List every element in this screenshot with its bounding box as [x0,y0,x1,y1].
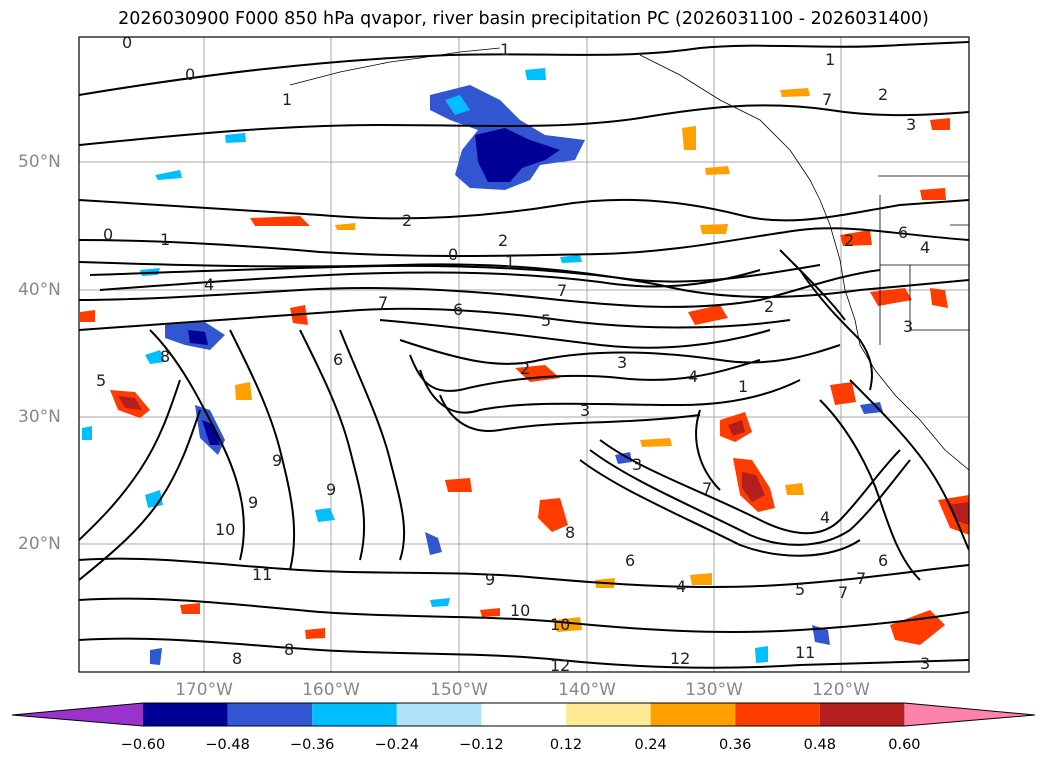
colorbar-tick: −0.60 [120,737,166,753]
svg-text:1: 1 [825,50,835,69]
colorbar-tick: −0.24 [374,737,420,753]
colorbar-segment [396,703,482,726]
svg-text:11: 11 [252,565,272,584]
svg-text:2: 2 [520,359,530,378]
svg-text:1: 1 [500,40,510,59]
svg-text:12: 12 [550,656,570,675]
svg-text:9: 9 [272,451,282,470]
svg-text:2: 2 [764,297,774,316]
svg-text:10: 10 [550,615,570,634]
svg-text:3: 3 [632,455,642,474]
lon-label-130w: 130°W [685,680,743,700]
svg-text:0: 0 [185,65,195,84]
lat-label-30n: 30°N [18,407,61,427]
svg-text:1: 1 [738,377,748,396]
svg-text:4: 4 [820,508,830,527]
svg-text:7: 7 [702,479,712,498]
svg-text:12: 12 [670,649,690,668]
colorbar-tick: 0.48 [803,737,836,753]
colorbar-segment [312,703,397,726]
colorbar-segment [819,703,905,726]
colorbar-extend-low [12,703,143,726]
svg-text:7: 7 [822,90,832,109]
colorbar-tick: 0.12 [549,737,583,753]
map-frame [78,36,970,673]
colorbar-segment [227,703,313,726]
svg-text:3: 3 [906,115,916,134]
lat-label-40n: 40°N [18,280,61,300]
svg-text:10: 10 [510,601,530,620]
colorbar-tick: −0.48 [205,737,250,753]
svg-text:3: 3 [920,654,930,673]
lon-label-160w: 160°W [302,680,360,700]
svg-text:1: 1 [505,252,515,271]
svg-text:4: 4 [676,577,686,596]
coastlines [289,47,969,471]
svg-text:2: 2 [402,211,412,230]
svg-text:1: 1 [160,230,170,249]
colorbar-tick: −0.12 [459,737,504,753]
svg-text:7: 7 [838,583,848,602]
svg-text:7: 7 [856,569,866,588]
colorbar-segment [566,703,651,726]
colorbar-segment [735,703,820,726]
svg-text:5: 5 [96,371,106,390]
svg-text:7: 7 [378,293,388,312]
svg-text:6: 6 [625,551,635,570]
svg-text:0: 0 [448,245,458,264]
svg-text:8: 8 [232,649,242,668]
svg-text:3: 3 [617,353,627,372]
svg-text:9: 9 [485,570,495,589]
svg-text:2: 2 [878,85,888,104]
colorbar-tick: 0.36 [719,737,752,753]
svg-text:5: 5 [541,311,551,330]
lon-label-140w: 140°W [558,680,616,700]
svg-text:0: 0 [103,225,113,244]
svg-text:0: 0 [122,33,132,52]
lat-label-50n: 50°N [18,152,61,172]
svg-text:1: 1 [282,90,292,109]
svg-text:9: 9 [248,493,258,512]
svg-text:6: 6 [453,300,463,319]
negative-pc-regions [82,68,883,665]
map-title: 2026030900 F000 850 hPa qvapor, river ba… [118,9,929,29]
colorbar-tick: −0.36 [289,737,335,753]
svg-text:10: 10 [215,520,235,539]
svg-text:9: 9 [326,480,336,499]
svg-text:3: 3 [580,401,590,420]
qvapor-contours [79,41,969,669]
lon-label-120w: 120°W [812,680,870,700]
colorbar-segment [481,703,566,726]
colorbar-tick: 0.60 [888,737,921,753]
svg-text:3: 3 [903,317,913,336]
svg-text:6: 6 [878,551,888,570]
svg-text:4: 4 [920,238,930,257]
lon-label-170w: 170°W [175,680,233,700]
svg-text:6: 6 [333,350,343,369]
svg-text:8: 8 [160,347,170,366]
svg-text:2: 2 [844,231,854,250]
svg-text:8: 8 [284,640,294,659]
colorbar-segment [143,703,228,726]
svg-text:6: 6 [898,223,908,242]
colorbar-segment [650,703,736,726]
svg-text:8: 8 [565,523,575,542]
contour-labels: 0 0 1 1 1 2 2 2 2 0 1 0 1 7 7 7 6 5 2 4 … [96,33,930,675]
colorbar-tick: 0.24 [634,737,667,753]
lat-label-20n: 20°N [18,534,61,554]
svg-text:5: 5 [795,580,805,599]
colorbar-extend-high [904,703,1035,726]
lon-label-150w: 150°W [430,680,488,700]
svg-text:4: 4 [204,275,214,294]
colorbar [11,702,1036,727]
svg-text:4: 4 [688,367,698,386]
svg-text:11: 11 [795,643,815,662]
svg-text:7: 7 [557,281,567,300]
svg-text:2: 2 [498,231,508,250]
